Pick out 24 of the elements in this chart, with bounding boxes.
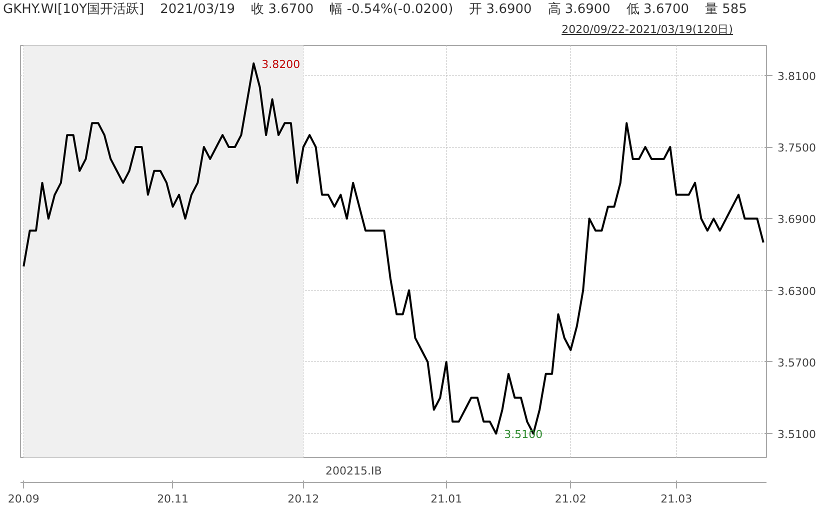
text: 幅 -0.54%(-0.0200) (330, 2, 454, 17)
text: 低 3.6700 (626, 2, 690, 17)
y-tick-label: 3.7500 (778, 142, 816, 155)
text: 开 3.6900 (469, 2, 532, 17)
annotation: 3.5100 (504, 428, 543, 442)
y-tick-label: 3.6900 (778, 213, 816, 226)
annotation: 3.8200 (262, 58, 300, 71)
x-tick-label: 20.12 (288, 492, 320, 506)
text: 2021/03/19 (160, 2, 236, 17)
x-tick-label: 20.09 (8, 492, 40, 506)
text: 收 3.6700 (251, 2, 314, 17)
x-tick-label: 20.11 (157, 492, 189, 506)
x-tick-label: 21.02 (554, 492, 586, 506)
x-tick-label: 21.01 (430, 492, 462, 506)
y-tick-label: 3.5700 (778, 356, 816, 370)
text: 2020/09/22-2021/03/19(120日) (560, 22, 734, 38)
y-tick-label: 3.6300 (778, 284, 816, 298)
text: 200215.IB (326, 464, 382, 478)
y-tick-label: 3.8100 (778, 70, 816, 83)
x-tick-label: 21.03 (660, 492, 692, 506)
text: 高 3.6900 (548, 2, 610, 17)
y-tick-label: 3.5100 (778, 428, 816, 442)
text: 量 585 (705, 2, 747, 17)
chart-title: GKHY.WI[10Y国开活跃] (3, 2, 144, 17)
